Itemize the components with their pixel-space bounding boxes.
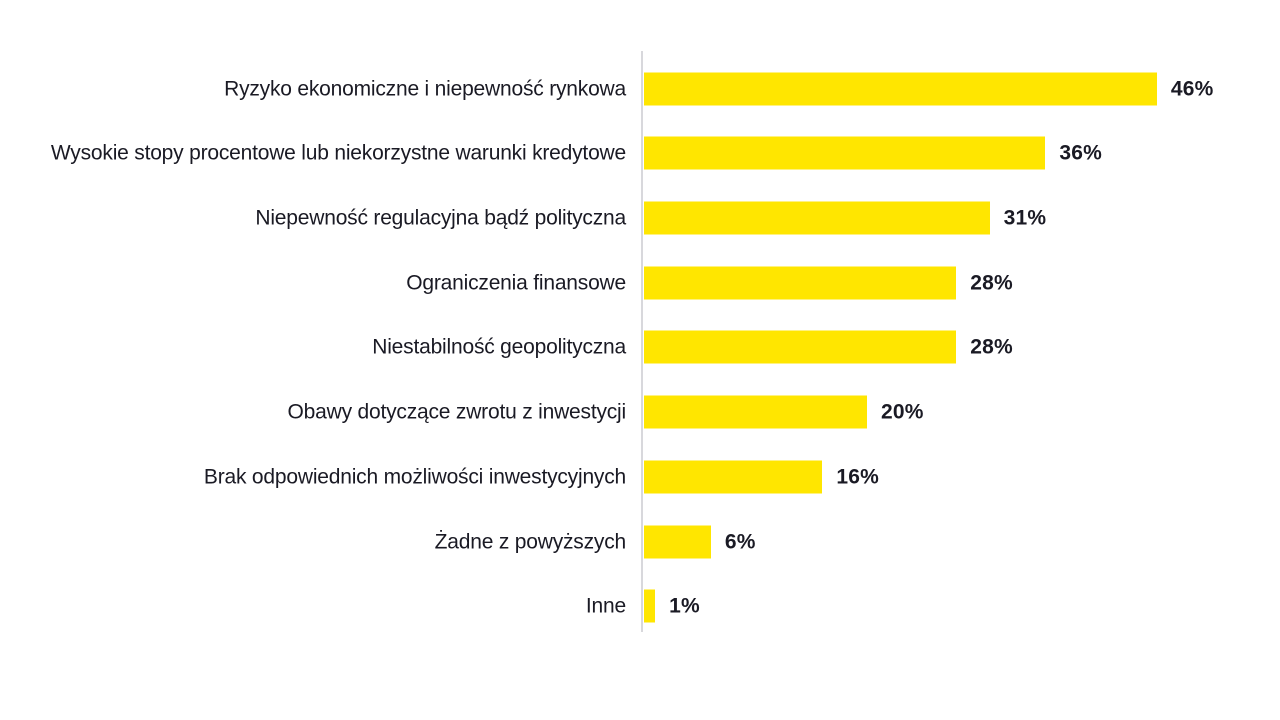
category-label: Niestabilność geopolityczna <box>372 335 626 359</box>
category-label: Ograniczenia finansowe <box>406 271 626 295</box>
value-label: 6% <box>724 530 756 553</box>
bar <box>644 266 957 300</box>
category-label: Ryzyko ekonomiczne i niepewność rynkowa <box>224 77 626 101</box>
value-label: 16% <box>836 465 880 489</box>
value-label: 46% <box>1170 77 1214 101</box>
bar <box>644 330 957 364</box>
category-label: Obawy dotyczące zwrotu z inwestycji <box>287 400 627 424</box>
bar <box>644 525 711 558</box>
value-label: 20% <box>881 400 924 424</box>
category-label: Brak odpowiednich możliwości inwestycyjn… <box>203 465 626 489</box>
value-label: 36% <box>1059 141 1103 165</box>
value-label: 28% <box>970 335 1013 359</box>
value-label: 1% <box>669 594 700 618</box>
bar <box>644 395 867 429</box>
bar <box>644 201 990 235</box>
category-label: Żadne z powyższych <box>434 530 627 553</box>
bar <box>644 460 823 494</box>
value-label: 28% <box>970 271 1013 295</box>
y-axis-line <box>641 51 643 632</box>
value-label: 31% <box>1003 206 1047 230</box>
bar <box>644 72 1157 106</box>
category-label: Inne <box>585 594 626 618</box>
category-label: Niepewność regulacyjna bądź polityczna <box>255 206 626 230</box>
bar <box>644 589 656 623</box>
bar <box>644 136 1046 170</box>
category-label: Wysokie stopy procentowe lub niekorzystn… <box>50 141 626 165</box>
